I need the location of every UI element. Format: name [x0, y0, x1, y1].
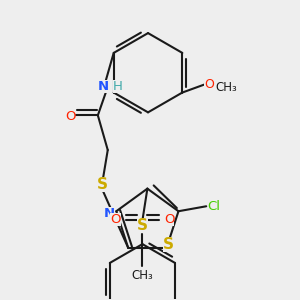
- Text: Cl: Cl: [208, 200, 220, 213]
- Text: S: S: [163, 237, 174, 252]
- Text: CH₃: CH₃: [132, 269, 153, 282]
- Text: N: N: [98, 80, 110, 93]
- Text: S: S: [97, 177, 108, 192]
- Text: N: N: [104, 207, 115, 220]
- Text: H: H: [113, 80, 123, 93]
- Text: S: S: [137, 218, 148, 233]
- Text: O: O: [65, 110, 75, 123]
- Text: O: O: [164, 213, 174, 226]
- Text: CH₃: CH₃: [215, 81, 237, 94]
- Text: O: O: [204, 78, 214, 91]
- Text: O: O: [110, 213, 121, 226]
